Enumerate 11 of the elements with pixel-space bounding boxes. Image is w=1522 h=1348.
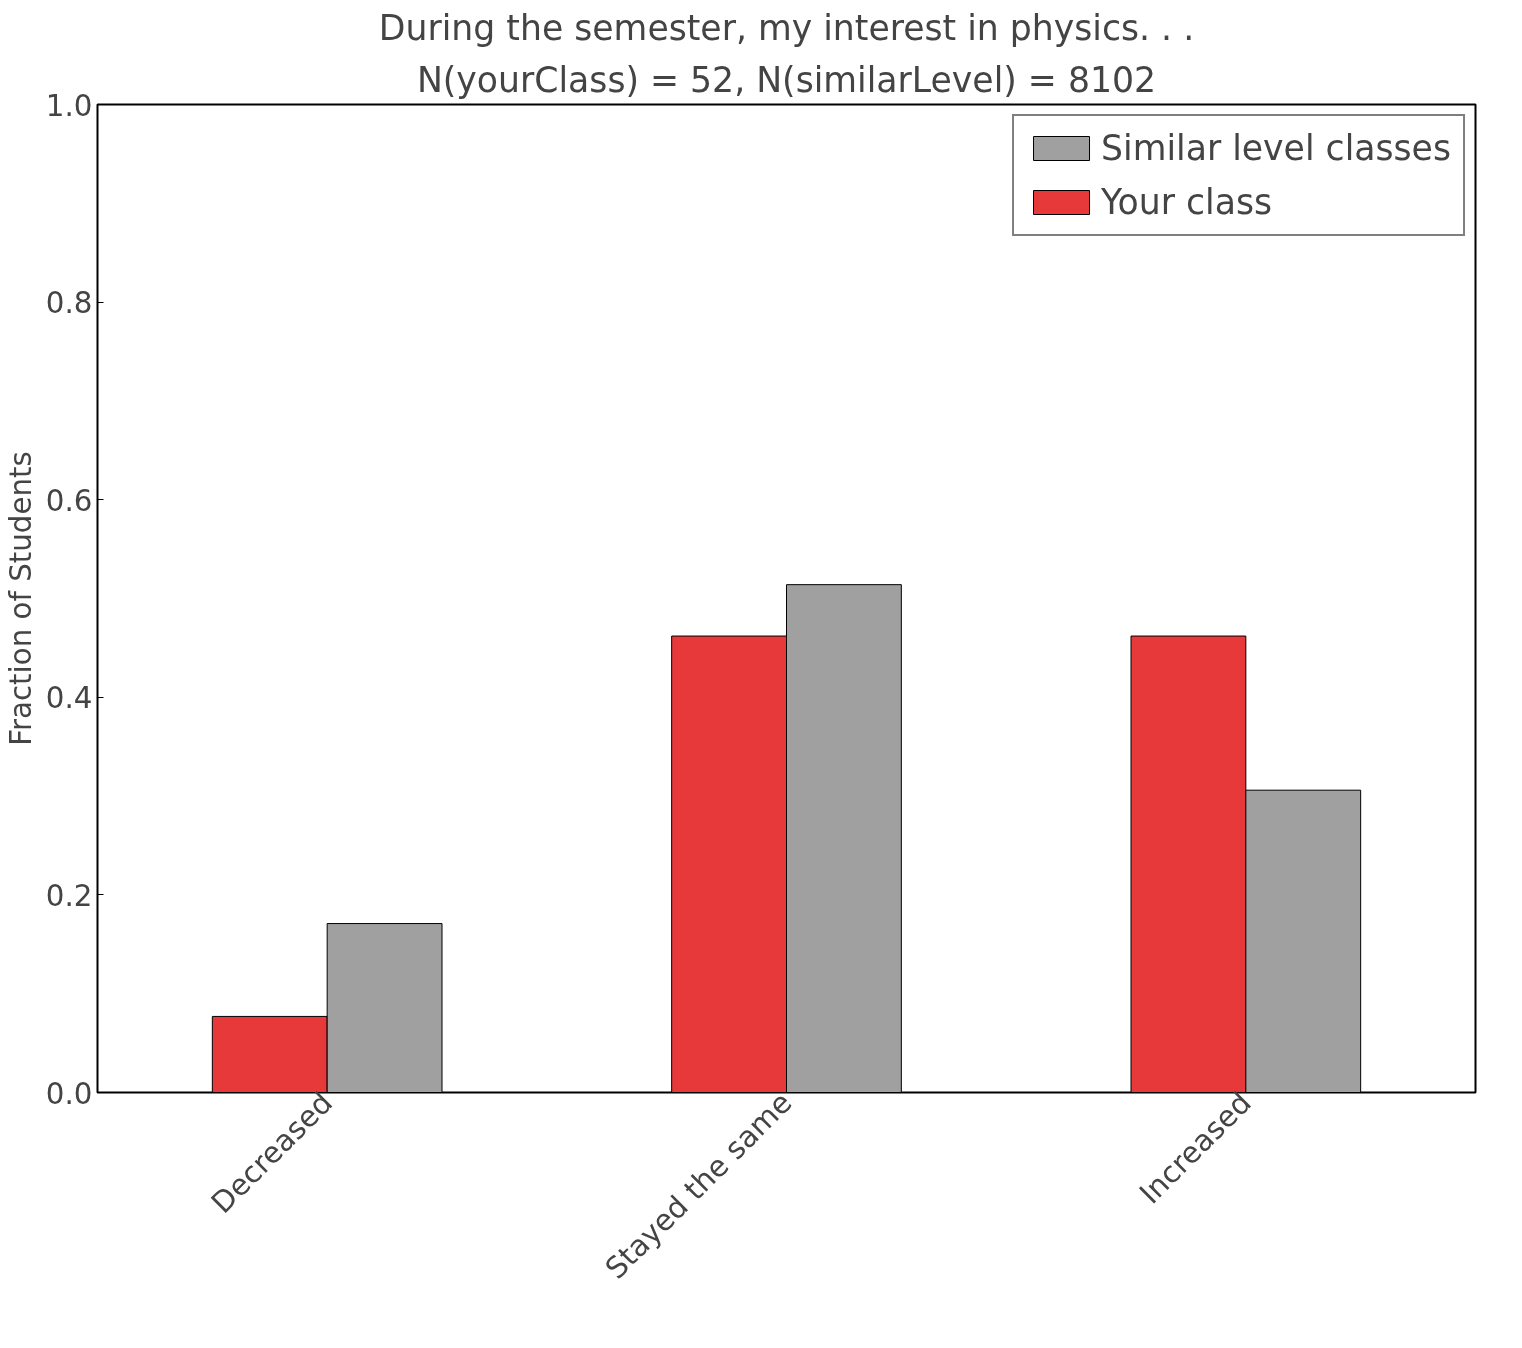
y-tick-label: 0.8: [45, 286, 93, 321]
legend-label: Your class: [1101, 182, 1273, 222]
y-tick-label: 1.0: [45, 88, 93, 123]
chart-subtitle: N(yourClass) = 52, N(similarLevel) = 8102: [416, 59, 1157, 100]
y-tick-label: 0.4: [45, 681, 93, 716]
chart-title: During the semester, my interest in physics. . .: [378, 7, 1195, 48]
y-axis-title: Fraction of Students: [3, 451, 38, 746]
y-tick-label: 0.0: [45, 1076, 93, 1111]
legend-label: Similar level classes: [1101, 128, 1451, 168]
y-tick-label: 0.6: [45, 483, 93, 518]
y-tick-label: 0.2: [45, 878, 93, 913]
